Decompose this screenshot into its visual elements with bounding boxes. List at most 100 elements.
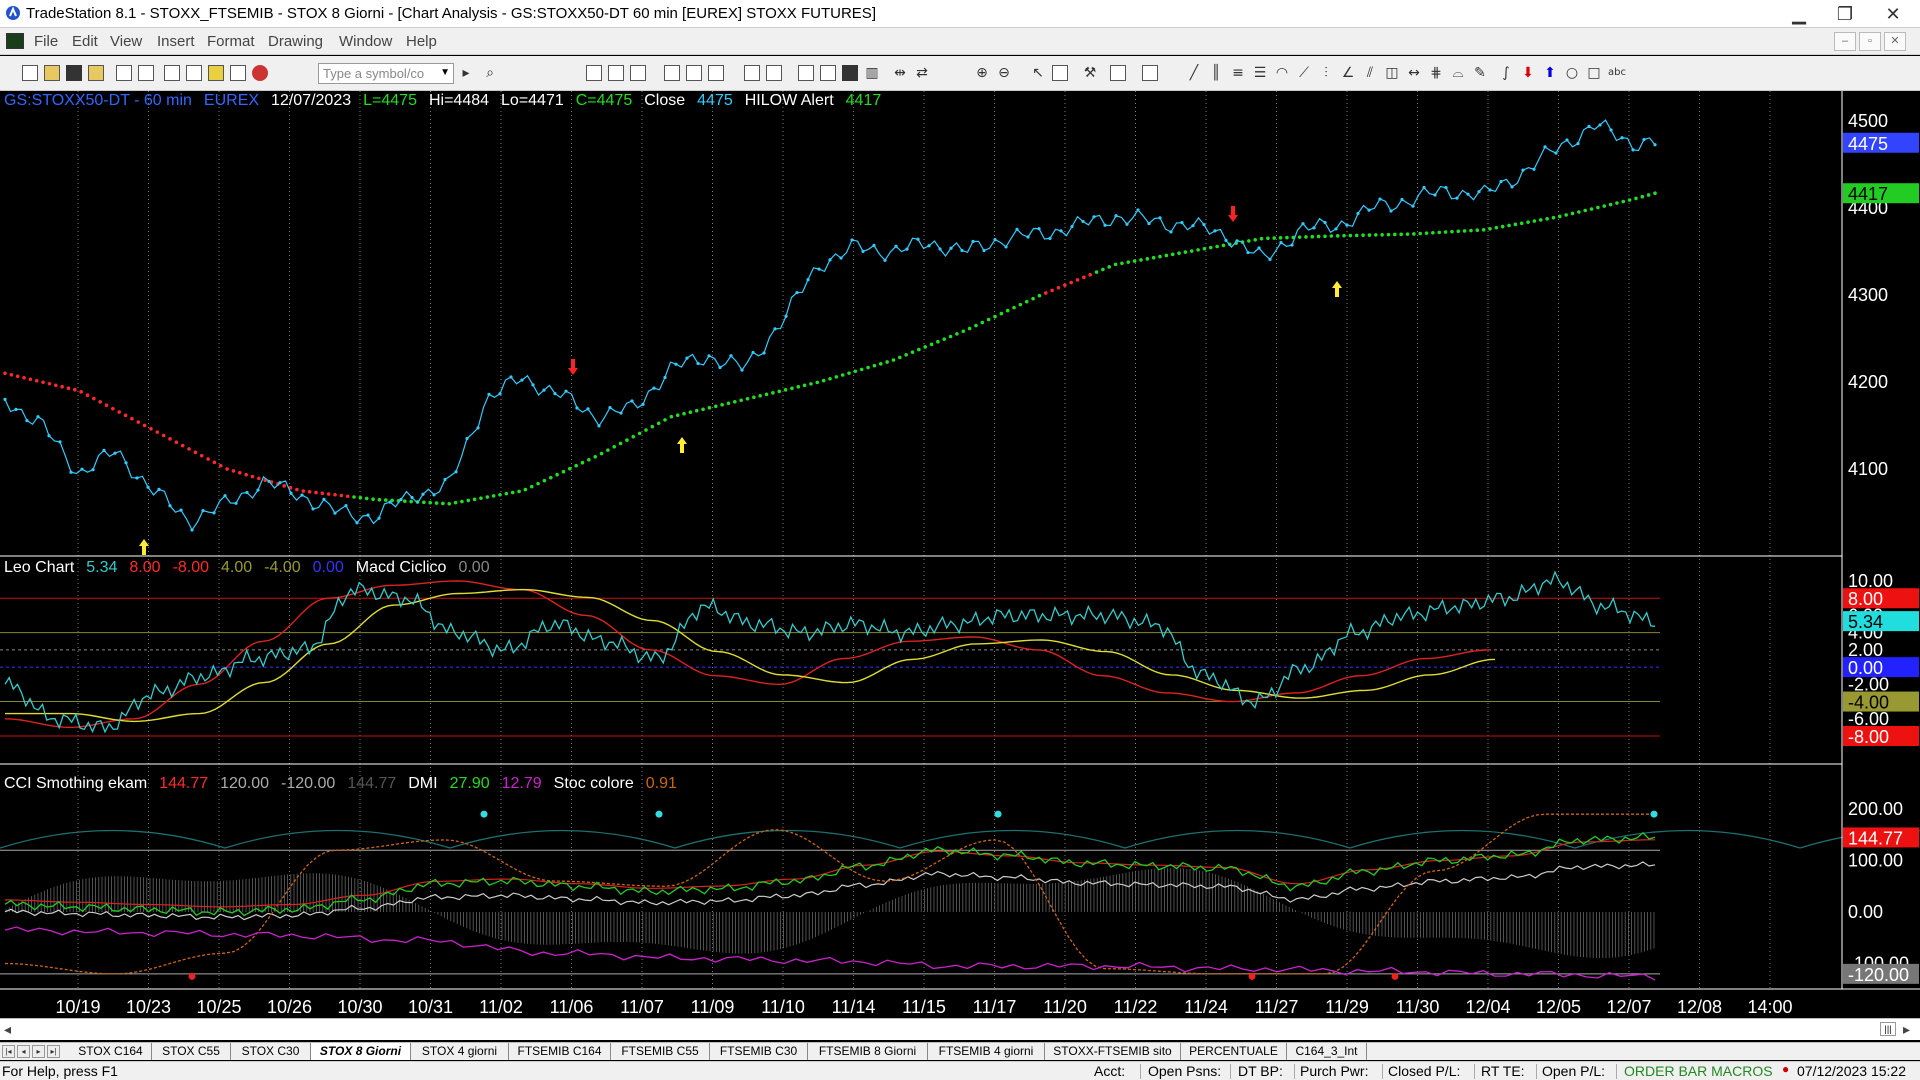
speed-lines-icon[interactable]: ⋕ [1430, 65, 1442, 81]
mdi-minimize-button[interactable]: ‒ [1834, 32, 1856, 51]
zoom-out-icon[interactable]: ⊖ [998, 65, 1010, 81]
menu-insert[interactable]: Insert [157, 33, 195, 50]
workspace-icon[interactable] [88, 65, 104, 81]
sheet-tab[interactable]: PERCENTUALE [1181, 1043, 1287, 1060]
open-folder-icon[interactable] [44, 65, 60, 81]
radar-icon[interactable] [664, 65, 680, 81]
sheet-tab[interactable]: STOXX-FTSEMIB sito [1045, 1043, 1181, 1060]
scroll-left-icon[interactable]: ◂ [4, 1021, 12, 1037]
rectangle-icon[interactable]: □ [1587, 65, 1601, 81]
pointer-icon[interactable]: ↖ [1032, 65, 1044, 81]
sheet-tab[interactable]: FTSEMIB 4 giorni [928, 1043, 1045, 1060]
scanner-icon[interactable] [686, 65, 702, 81]
chart-window-icon[interactable] [6, 33, 24, 49]
mdi-restore-button[interactable]: ▫ [1859, 32, 1881, 51]
minimize-button[interactable]: ▁ [1792, 4, 1806, 24]
regression-icon[interactable]: ∠ [1341, 65, 1355, 81]
vertical-lines-icon[interactable]: ║ [1211, 65, 1221, 81]
hilow-alert-point [771, 391, 775, 395]
insert-indicator-icon[interactable] [766, 65, 782, 81]
symbol-dropdown-icon[interactable]: ▼ [440, 67, 450, 78]
tab-last-icon[interactable]: ▸| [47, 1045, 60, 1058]
horizontal-lines-icon[interactable]: ≡ [1232, 65, 1244, 81]
menu-edit[interactable]: Edit [72, 33, 98, 50]
candle-chart-icon[interactable] [820, 65, 836, 81]
hide-icon[interactable] [1142, 65, 1158, 81]
tab-first-icon[interactable]: |◂ [2, 1045, 15, 1058]
alert-icon[interactable] [230, 65, 246, 81]
data-window-icon[interactable] [608, 65, 624, 81]
ellipse-icon[interactable]: ○ [1565, 65, 1579, 81]
cci-tick-label: 200.00 [1848, 799, 1903, 819]
horizontal-arrow-icon[interactable]: ↔ [1408, 65, 1420, 81]
tools-icon[interactable]: ⚒ [1083, 65, 1097, 81]
status-order-bar-macros[interactable]: ORDER BAR MACROS [1624, 1063, 1773, 1079]
menu-format[interactable]: Format [207, 33, 255, 50]
crosshair-icon[interactable] [1052, 65, 1068, 81]
chart-analysis-area[interactable]: GS:STOXX50-DT - 60 min EUREX 12/07/2023 L=4… [0, 91, 1920, 1042]
tab-next-icon[interactable]: ▸ [32, 1045, 45, 1058]
new-icon[interactable] [22, 65, 38, 81]
curve-icon[interactable]: ∫ [1502, 65, 1510, 81]
lock-icon[interactable] [208, 65, 224, 81]
hilow-alert-point [663, 418, 667, 422]
sheet-tab[interactable]: STOX 4 giorni [411, 1043, 509, 1060]
maximize-button[interactable]: ❐ [1836, 4, 1854, 24]
down-arrow-icon[interactable]: ⬇ [1522, 65, 1534, 81]
globe-icon[interactable] [252, 65, 268, 81]
refresh-icon[interactable] [708, 65, 724, 81]
menu-drawing[interactable]: Drawing [268, 33, 324, 50]
sheet-tab[interactable]: STOX C164 [70, 1043, 152, 1060]
order-bar-icon[interactable] [1110, 65, 1126, 81]
zoom-in-icon[interactable]: ⊕ [976, 65, 988, 81]
menu-file[interactable]: File [34, 33, 59, 50]
close-button[interactable]: ✕ [1885, 4, 1901, 24]
scroll-bars-icon[interactable]: ⇄ [916, 65, 928, 81]
menu-window[interactable]: Window [339, 33, 393, 50]
trendline-icon[interactable]: ╱ [1189, 65, 1199, 81]
hilow-alert-point [1481, 228, 1486, 232]
sheet-tab[interactable]: FTSEMIB C55 [611, 1043, 710, 1060]
chart-scrollbar[interactable]: ◂ ||| ▸ [0, 1018, 1920, 1040]
go-arrow-icon[interactable]: ▸ [462, 65, 470, 81]
sheet-tab[interactable]: STOX 8 Giorni [311, 1043, 411, 1060]
print-preview-icon[interactable] [116, 65, 132, 81]
up-arrow-icon[interactable]: ⬆ [1544, 65, 1556, 81]
close-price-point [652, 386, 656, 390]
sheet-tab[interactable]: C164_3_Int [1287, 1043, 1367, 1060]
window-icon[interactable] [164, 65, 180, 81]
pen-icon[interactable]: ✎ [1474, 65, 1486, 81]
fibonacci-icon[interactable]: ☰ [1253, 65, 1267, 81]
scroll-thumb-icon[interactable]: ||| [1880, 1022, 1896, 1036]
channel-icon[interactable]: ⫽ [1366, 65, 1374, 81]
save-icon[interactable] [66, 65, 82, 81]
andrews-pitchfork-icon[interactable]: ⫶ [1324, 65, 1328, 81]
cycle-icon[interactable]: ⌓ [1452, 65, 1464, 81]
insert-analysis-icon[interactable] [744, 65, 760, 81]
chart-format-icon[interactable] [586, 65, 602, 81]
bars-icon[interactable]: ▥ [865, 65, 879, 81]
arc-icon[interactable]: ◠ [1275, 65, 1289, 81]
fan-icon[interactable]: ⟋ [1299, 65, 1309, 81]
sheet-tab[interactable]: STOX C55 [152, 1043, 231, 1060]
text-icon[interactable]: abc [1608, 67, 1626, 78]
print-icon[interactable] [138, 65, 154, 81]
table-icon[interactable] [630, 65, 646, 81]
mdi-close-button[interactable]: ✕ [1884, 32, 1906, 51]
bar-chart-icon[interactable] [798, 65, 814, 81]
menu-help[interactable]: Help [406, 33, 437, 50]
sheet-tab[interactable]: STOX C30 [231, 1043, 311, 1060]
sheet-tab[interactable]: FTSEMIB 8 Giorni [808, 1043, 928, 1060]
scroll-right-icon[interactable]: ▸ [1903, 1021, 1911, 1037]
menu-view[interactable]: View [110, 33, 143, 50]
zoom-bars-icon[interactable]: ⇹ [894, 65, 906, 81]
sheet-tab[interactable]: FTSEMIB C164 [509, 1043, 611, 1060]
gann-icon[interactable]: ◫ [1385, 65, 1399, 81]
tab-prev-icon[interactable]: ◂ [17, 1045, 30, 1058]
tile-icon[interactable] [186, 65, 202, 81]
leo-tick-label: -6.00 [1848, 709, 1889, 729]
symbol-lookup-icon[interactable]: ⌕ [486, 65, 494, 81]
symbol-input[interactable]: Type a symbol/co ▼ [318, 63, 454, 84]
volume-icon[interactable] [842, 65, 858, 81]
sheet-tab[interactable]: FTSEMIB C30 [710, 1043, 808, 1060]
